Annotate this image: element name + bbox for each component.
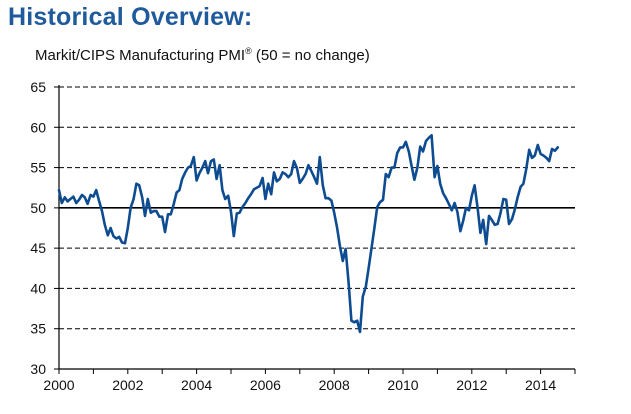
y-tick-label-55: 55: [30, 160, 46, 176]
x-tick-label-2006: 2006: [250, 377, 281, 393]
series-line-0: [57, 134, 560, 334]
x-tick-label-2000: 2000: [43, 377, 74, 393]
axes: [54, 85, 576, 374]
x-tick-label-2002: 2002: [112, 377, 143, 393]
x-tick-label-2012: 2012: [456, 377, 487, 393]
gridlines: [59, 86, 575, 330]
x-tick-label-2014: 2014: [525, 377, 556, 393]
subtitle-text: Markit/CIPS Manufacturing PMI: [35, 47, 246, 64]
y-tick-label-35: 35: [30, 321, 46, 337]
y-tick-label-50: 50: [30, 200, 46, 216]
y-tick-label-40: 40: [30, 280, 46, 296]
chart-title: Historical Overview:: [8, 3, 253, 31]
chart-subtitle: Markit/CIPS Manufacturing PMI® (50 = no …: [35, 46, 370, 64]
y-tick-label-60: 60: [30, 119, 46, 135]
subtitle-note: (50 = no change): [251, 47, 370, 64]
x-tick-label-2008: 2008: [319, 377, 350, 393]
y-tick-label-45: 45: [30, 240, 46, 256]
x-axis-ticks: 2000 2002 2004 2006 2008 2010 2012 2014: [43, 377, 556, 393]
series-group: [57, 134, 560, 334]
x-tick-label-2010: 2010: [387, 377, 418, 393]
y-axis-ticks: 30 35 40 45 50 55 60 65: [30, 79, 46, 377]
y-tick-label-30: 30: [30, 361, 46, 377]
y-tick-label-65: 65: [30, 79, 46, 95]
x-tick-label-2004: 2004: [181, 377, 212, 393]
registered-mark: ®: [245, 46, 252, 56]
